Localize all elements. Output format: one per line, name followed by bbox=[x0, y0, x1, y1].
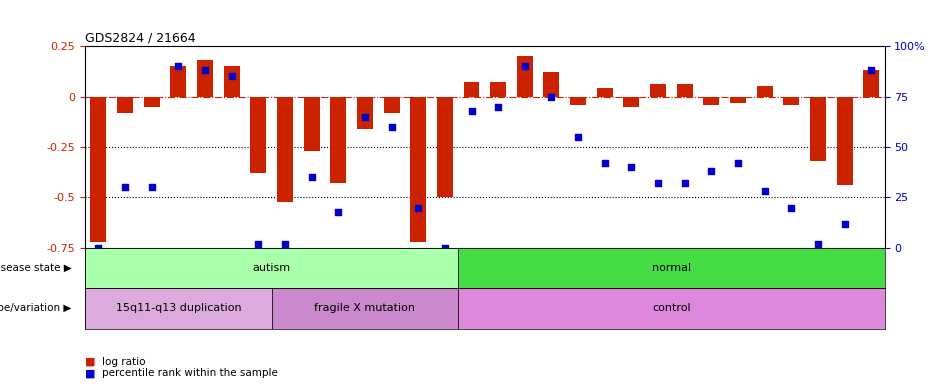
Bar bbox=[836, 96, 852, 185]
Bar bbox=[570, 96, 587, 104]
Bar bbox=[597, 88, 613, 96]
Bar bbox=[357, 96, 373, 129]
Point bbox=[864, 67, 879, 73]
Bar bbox=[411, 96, 427, 242]
Bar bbox=[863, 70, 879, 96]
Bar bbox=[650, 84, 666, 96]
Point bbox=[91, 245, 106, 251]
Bar bbox=[757, 86, 773, 96]
Bar bbox=[304, 96, 320, 151]
Point bbox=[783, 205, 798, 211]
Point bbox=[570, 134, 586, 140]
Point bbox=[437, 245, 452, 251]
Point bbox=[358, 114, 373, 120]
Point bbox=[623, 164, 639, 170]
Bar bbox=[277, 96, 293, 202]
Point bbox=[517, 63, 533, 70]
Bar bbox=[437, 96, 453, 197]
Bar bbox=[543, 72, 559, 96]
Text: disease state ▶: disease state ▶ bbox=[0, 263, 72, 273]
Point bbox=[730, 160, 745, 166]
Point bbox=[757, 188, 772, 194]
Point bbox=[198, 67, 213, 73]
Point bbox=[384, 124, 399, 130]
Point bbox=[331, 209, 346, 215]
Bar bbox=[458, 288, 885, 329]
Text: fragile X mutation: fragile X mutation bbox=[314, 303, 415, 313]
Bar bbox=[91, 96, 107, 242]
Point bbox=[304, 174, 319, 180]
Point bbox=[837, 221, 852, 227]
Bar bbox=[703, 96, 719, 104]
Point bbox=[704, 168, 719, 174]
Bar bbox=[251, 96, 267, 173]
Bar bbox=[170, 66, 186, 96]
Point bbox=[597, 160, 612, 166]
Text: normal: normal bbox=[652, 263, 691, 273]
Bar bbox=[783, 96, 799, 104]
Bar bbox=[623, 96, 639, 107]
Point bbox=[491, 104, 506, 110]
Point bbox=[544, 93, 559, 99]
Point bbox=[411, 205, 426, 211]
Text: percentile rank within the sample: percentile rank within the sample bbox=[102, 368, 278, 378]
Point bbox=[144, 184, 159, 190]
Bar bbox=[330, 96, 346, 183]
Bar bbox=[383, 96, 399, 113]
Bar bbox=[517, 56, 533, 96]
Text: ■: ■ bbox=[85, 357, 96, 367]
Point bbox=[464, 108, 479, 114]
Point bbox=[171, 63, 186, 70]
Point bbox=[117, 184, 132, 190]
Bar bbox=[144, 96, 160, 107]
Text: 15q11-q13 duplication: 15q11-q13 duplication bbox=[115, 303, 241, 313]
Point bbox=[651, 180, 666, 186]
Point bbox=[811, 241, 826, 247]
Point bbox=[277, 241, 292, 247]
Bar bbox=[676, 84, 692, 96]
Point bbox=[677, 180, 692, 186]
Bar bbox=[272, 288, 458, 329]
Text: genotype/variation ▶: genotype/variation ▶ bbox=[0, 303, 72, 313]
Bar bbox=[197, 60, 213, 96]
Bar bbox=[810, 96, 826, 161]
Text: GDS2824 / 21664: GDS2824 / 21664 bbox=[85, 32, 196, 45]
Text: ■: ■ bbox=[85, 368, 96, 378]
Bar bbox=[117, 96, 133, 113]
Bar bbox=[458, 248, 885, 288]
Bar bbox=[490, 83, 506, 96]
Point bbox=[251, 241, 266, 247]
Text: log ratio: log ratio bbox=[102, 357, 146, 367]
Bar bbox=[223, 66, 239, 96]
Bar bbox=[85, 248, 458, 288]
Text: autism: autism bbox=[253, 263, 290, 273]
Bar bbox=[464, 83, 480, 96]
Bar bbox=[730, 96, 746, 103]
Text: control: control bbox=[652, 303, 691, 313]
Point bbox=[224, 73, 239, 79]
Bar bbox=[85, 288, 272, 329]
